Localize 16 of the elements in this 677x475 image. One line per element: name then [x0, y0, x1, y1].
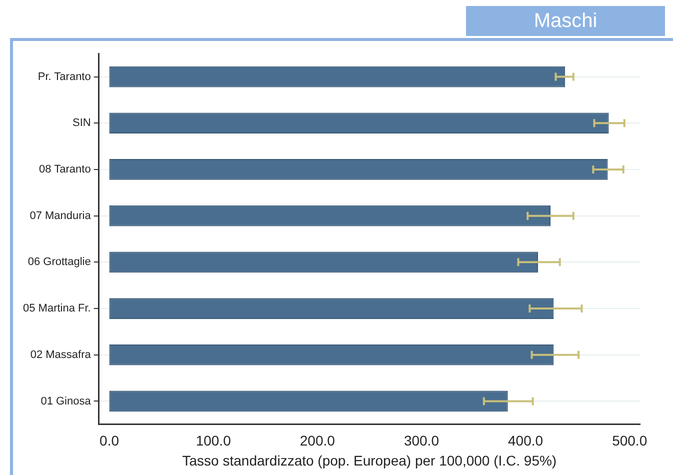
y-tick-label: 05 Martina Fr. — [23, 302, 91, 315]
y-tick-label: SIN — [72, 117, 91, 130]
y-tick-label: 02 Massafra — [30, 348, 92, 361]
y-tick-label: 08 Taranto — [39, 164, 91, 176]
x-tick-label: 100.0 — [196, 432, 232, 449]
y-tick-label: 07 Manduria — [30, 210, 92, 222]
x-tick-label: 200.0 — [300, 432, 336, 449]
x-tick-label: 0.0 — [100, 432, 120, 449]
y-tick-label: 01 Ginosa — [40, 395, 92, 408]
x-tick-label: 400.0 — [508, 432, 544, 449]
x-axis-title: Tasso standardizzato (pop. Europea) per 100,000 (I.C. 95%) — [182, 452, 557, 468]
chart-title: Maschi — [466, 6, 665, 36]
x-tick-label: 500.0 — [612, 432, 648, 449]
x-tick-label: 300.0 — [404, 432, 440, 449]
y-tick-label: Pr. Taranto — [38, 70, 91, 83]
y-tick-label: 06 Grottaglie — [28, 256, 91, 268]
